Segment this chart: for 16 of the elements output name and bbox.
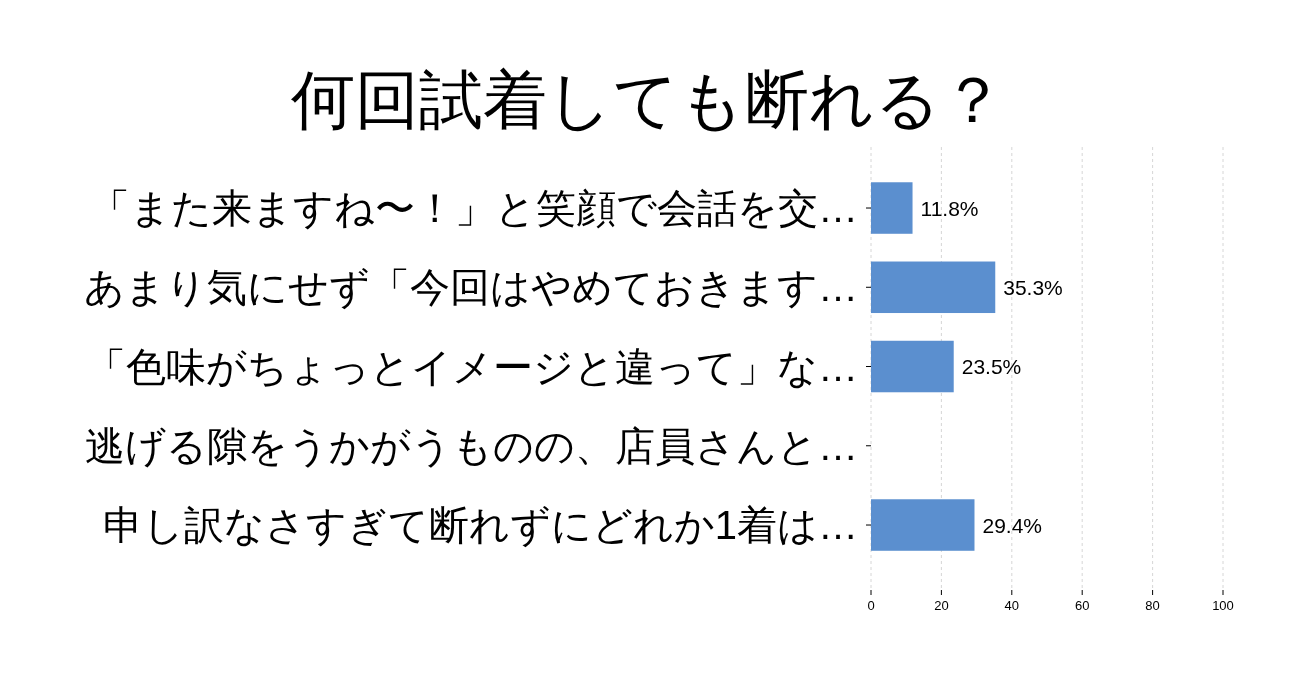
data-label: 29.4% (982, 513, 1043, 537)
data-label: 35.3% (1003, 275, 1063, 299)
data-label: 11.8% (920, 196, 979, 220)
x-tick-label: 0 (867, 598, 875, 613)
y-tick-label: あまり気にせず「今回はやめておきます… (84, 265, 858, 310)
y-tick-label: 申し訳なさすぎて断れずにどれか1着は… (102, 503, 858, 547)
title: 何回試着しても断れる？ (291, 64, 1005, 136)
x-tick-label: 80 (1145, 598, 1160, 613)
y-tick-label: 「また来ますね〜！」と笑顔で会話を交… (90, 186, 858, 230)
y-tick-label: 「色味がちょっとイメージと違って」な… (86, 344, 858, 389)
x-tick-label: 20 (934, 598, 949, 613)
x-tick-label: 40 (1004, 598, 1020, 613)
y-tick-label: 逃げる隙をうかがうものの、店員さんと… (85, 423, 858, 468)
x-tick-label: 60 (1074, 598, 1090, 613)
x-tick-label: 100 (1212, 598, 1234, 613)
data-label: 23.5% (961, 355, 1022, 378)
